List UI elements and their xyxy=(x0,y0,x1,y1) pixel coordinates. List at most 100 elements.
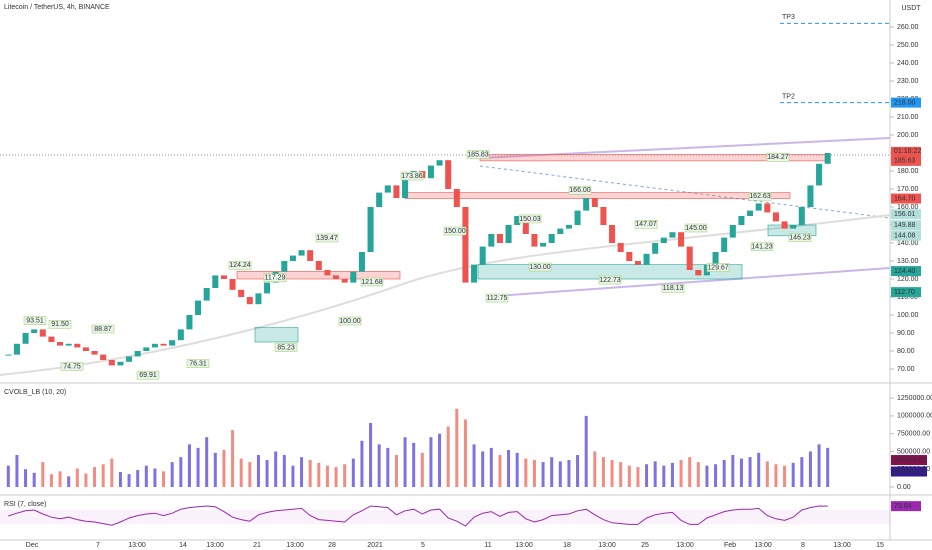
volume-bar xyxy=(41,462,45,487)
volume-bar xyxy=(584,415,588,487)
annotation-box xyxy=(748,192,772,201)
price-tag-label: 218.00 xyxy=(894,99,916,106)
volume-bar xyxy=(170,462,174,487)
candle xyxy=(315,261,322,270)
volume-bar xyxy=(334,467,338,487)
candle xyxy=(39,329,46,337)
candle xyxy=(341,279,348,283)
candle xyxy=(824,153,831,164)
candle xyxy=(445,160,452,189)
volume-bar xyxy=(274,451,278,487)
zone xyxy=(236,271,401,280)
annotation-box xyxy=(360,277,384,287)
volume-bar xyxy=(67,476,71,487)
y-tick-label: 180.00 xyxy=(897,168,919,175)
y-tick-label: 160.00 xyxy=(897,204,919,211)
candle xyxy=(367,207,374,252)
y-tick-label: 240.00 xyxy=(897,60,919,67)
y-tick-label: 250.00 xyxy=(897,42,919,49)
x-tick-label: 25 xyxy=(641,542,649,549)
annotation: 150.00 xyxy=(444,228,466,235)
trend-line xyxy=(494,267,891,297)
x-tick-label: 11 xyxy=(484,542,491,549)
candle xyxy=(591,198,598,207)
zone xyxy=(254,327,299,343)
candle xyxy=(143,347,150,351)
volume-bar xyxy=(118,472,122,487)
y-tick-label: 140.00 xyxy=(897,240,919,247)
volume-bar xyxy=(558,461,562,487)
volume-bar xyxy=(489,447,493,487)
annotation: 130.00 xyxy=(529,264,551,271)
candle xyxy=(557,228,564,234)
volume-bar xyxy=(748,457,752,487)
volume-bar xyxy=(739,458,743,487)
volume-bar xyxy=(49,474,53,487)
annotation-box xyxy=(684,223,708,233)
volume-bar xyxy=(601,457,605,487)
annotation: 146.23 xyxy=(789,235,811,242)
volume-bar xyxy=(576,455,580,487)
candle xyxy=(807,185,814,207)
y-tick-label: 70.00 xyxy=(897,366,915,373)
x-tick-label: 15 xyxy=(876,542,884,549)
candle xyxy=(764,203,771,213)
volume-bar xyxy=(515,452,519,487)
candle xyxy=(531,234,538,247)
candle xyxy=(747,210,754,216)
annotation: 124.24 xyxy=(229,262,251,269)
candle xyxy=(91,351,98,355)
annotation: 150.03 xyxy=(519,216,541,223)
annotation-box xyxy=(598,275,622,285)
annotation: 121.68 xyxy=(361,279,383,286)
annotation: 122.73 xyxy=(599,277,621,284)
x-tick-label: 21 xyxy=(253,542,261,549)
rsi-band xyxy=(0,510,890,524)
annotation-box xyxy=(661,284,685,293)
annotation: 147.07 xyxy=(635,221,657,228)
candle xyxy=(548,234,555,243)
volume-bar xyxy=(265,459,269,487)
x-tick-label: 18 xyxy=(563,542,571,549)
volume-bar xyxy=(688,457,692,487)
volume-tag-label: 288054.47 xyxy=(893,468,926,475)
annotation-box xyxy=(568,185,592,195)
candle xyxy=(358,252,365,272)
moving-average xyxy=(0,214,891,376)
annotation: 91.50 xyxy=(51,321,69,328)
candle xyxy=(324,270,331,276)
candle xyxy=(540,243,547,247)
candle xyxy=(652,243,659,254)
x-tick-label: 14 xyxy=(179,542,187,549)
candle xyxy=(626,252,633,261)
volume-bar xyxy=(481,451,485,487)
annotation-box xyxy=(634,220,658,229)
volume-bar xyxy=(93,467,97,487)
volume-bar xyxy=(507,450,511,487)
volume-bar xyxy=(610,459,614,487)
volume-bar xyxy=(662,465,666,487)
volume-bar xyxy=(455,408,459,487)
price-tag-label: 164.70 xyxy=(894,195,916,202)
volume-bar xyxy=(808,451,812,487)
volume-bar xyxy=(774,464,778,487)
candle xyxy=(22,333,29,344)
annotation: 173.86 xyxy=(401,173,423,180)
y-tick-label: 90.00 xyxy=(897,330,915,337)
candle xyxy=(48,336,55,342)
x-tick-label: 7 xyxy=(96,542,100,549)
volume-bar xyxy=(420,452,424,487)
x-tick-label: 13:00 xyxy=(676,542,694,549)
candle xyxy=(169,340,176,346)
annotation-box xyxy=(186,359,210,368)
candle xyxy=(212,275,219,288)
annotation-box xyxy=(60,362,84,371)
volume-bar xyxy=(731,455,735,487)
annotation: 93.51 xyxy=(26,318,44,325)
candle xyxy=(514,216,521,225)
candle xyxy=(151,343,158,348)
candle xyxy=(721,237,728,252)
volume-bar xyxy=(550,457,554,487)
volume-bar xyxy=(438,433,442,487)
volume-bar xyxy=(162,471,166,487)
